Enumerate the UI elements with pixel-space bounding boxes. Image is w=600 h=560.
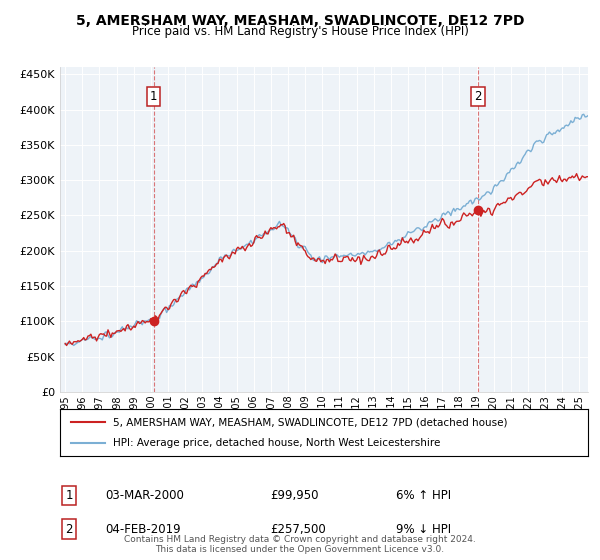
Text: 5, AMERSHAM WAY, MEASHAM, SWADLINCOTE, DE12 7PD: 5, AMERSHAM WAY, MEASHAM, SWADLINCOTE, D… xyxy=(76,14,524,28)
Text: Contains HM Land Registry data © Crown copyright and database right 2024.
This d: Contains HM Land Registry data © Crown c… xyxy=(124,535,476,554)
Text: Price paid vs. HM Land Registry's House Price Index (HPI): Price paid vs. HM Land Registry's House … xyxy=(131,25,469,38)
Text: 1: 1 xyxy=(150,90,158,104)
Text: 6% ↑ HPI: 6% ↑ HPI xyxy=(396,489,451,502)
Text: 1: 1 xyxy=(65,489,73,502)
Text: 2: 2 xyxy=(475,90,482,104)
Text: HPI: Average price, detached house, North West Leicestershire: HPI: Average price, detached house, Nort… xyxy=(113,438,440,448)
Text: 2: 2 xyxy=(65,522,73,536)
Text: 5, AMERSHAM WAY, MEASHAM, SWADLINCOTE, DE12 7PD (detached house): 5, AMERSHAM WAY, MEASHAM, SWADLINCOTE, D… xyxy=(113,417,508,427)
Text: 04-FEB-2019: 04-FEB-2019 xyxy=(105,522,181,536)
Text: 9% ↓ HPI: 9% ↓ HPI xyxy=(396,522,451,536)
Text: £257,500: £257,500 xyxy=(270,522,326,536)
Text: £99,950: £99,950 xyxy=(270,489,319,502)
Text: 03-MAR-2000: 03-MAR-2000 xyxy=(105,489,184,502)
